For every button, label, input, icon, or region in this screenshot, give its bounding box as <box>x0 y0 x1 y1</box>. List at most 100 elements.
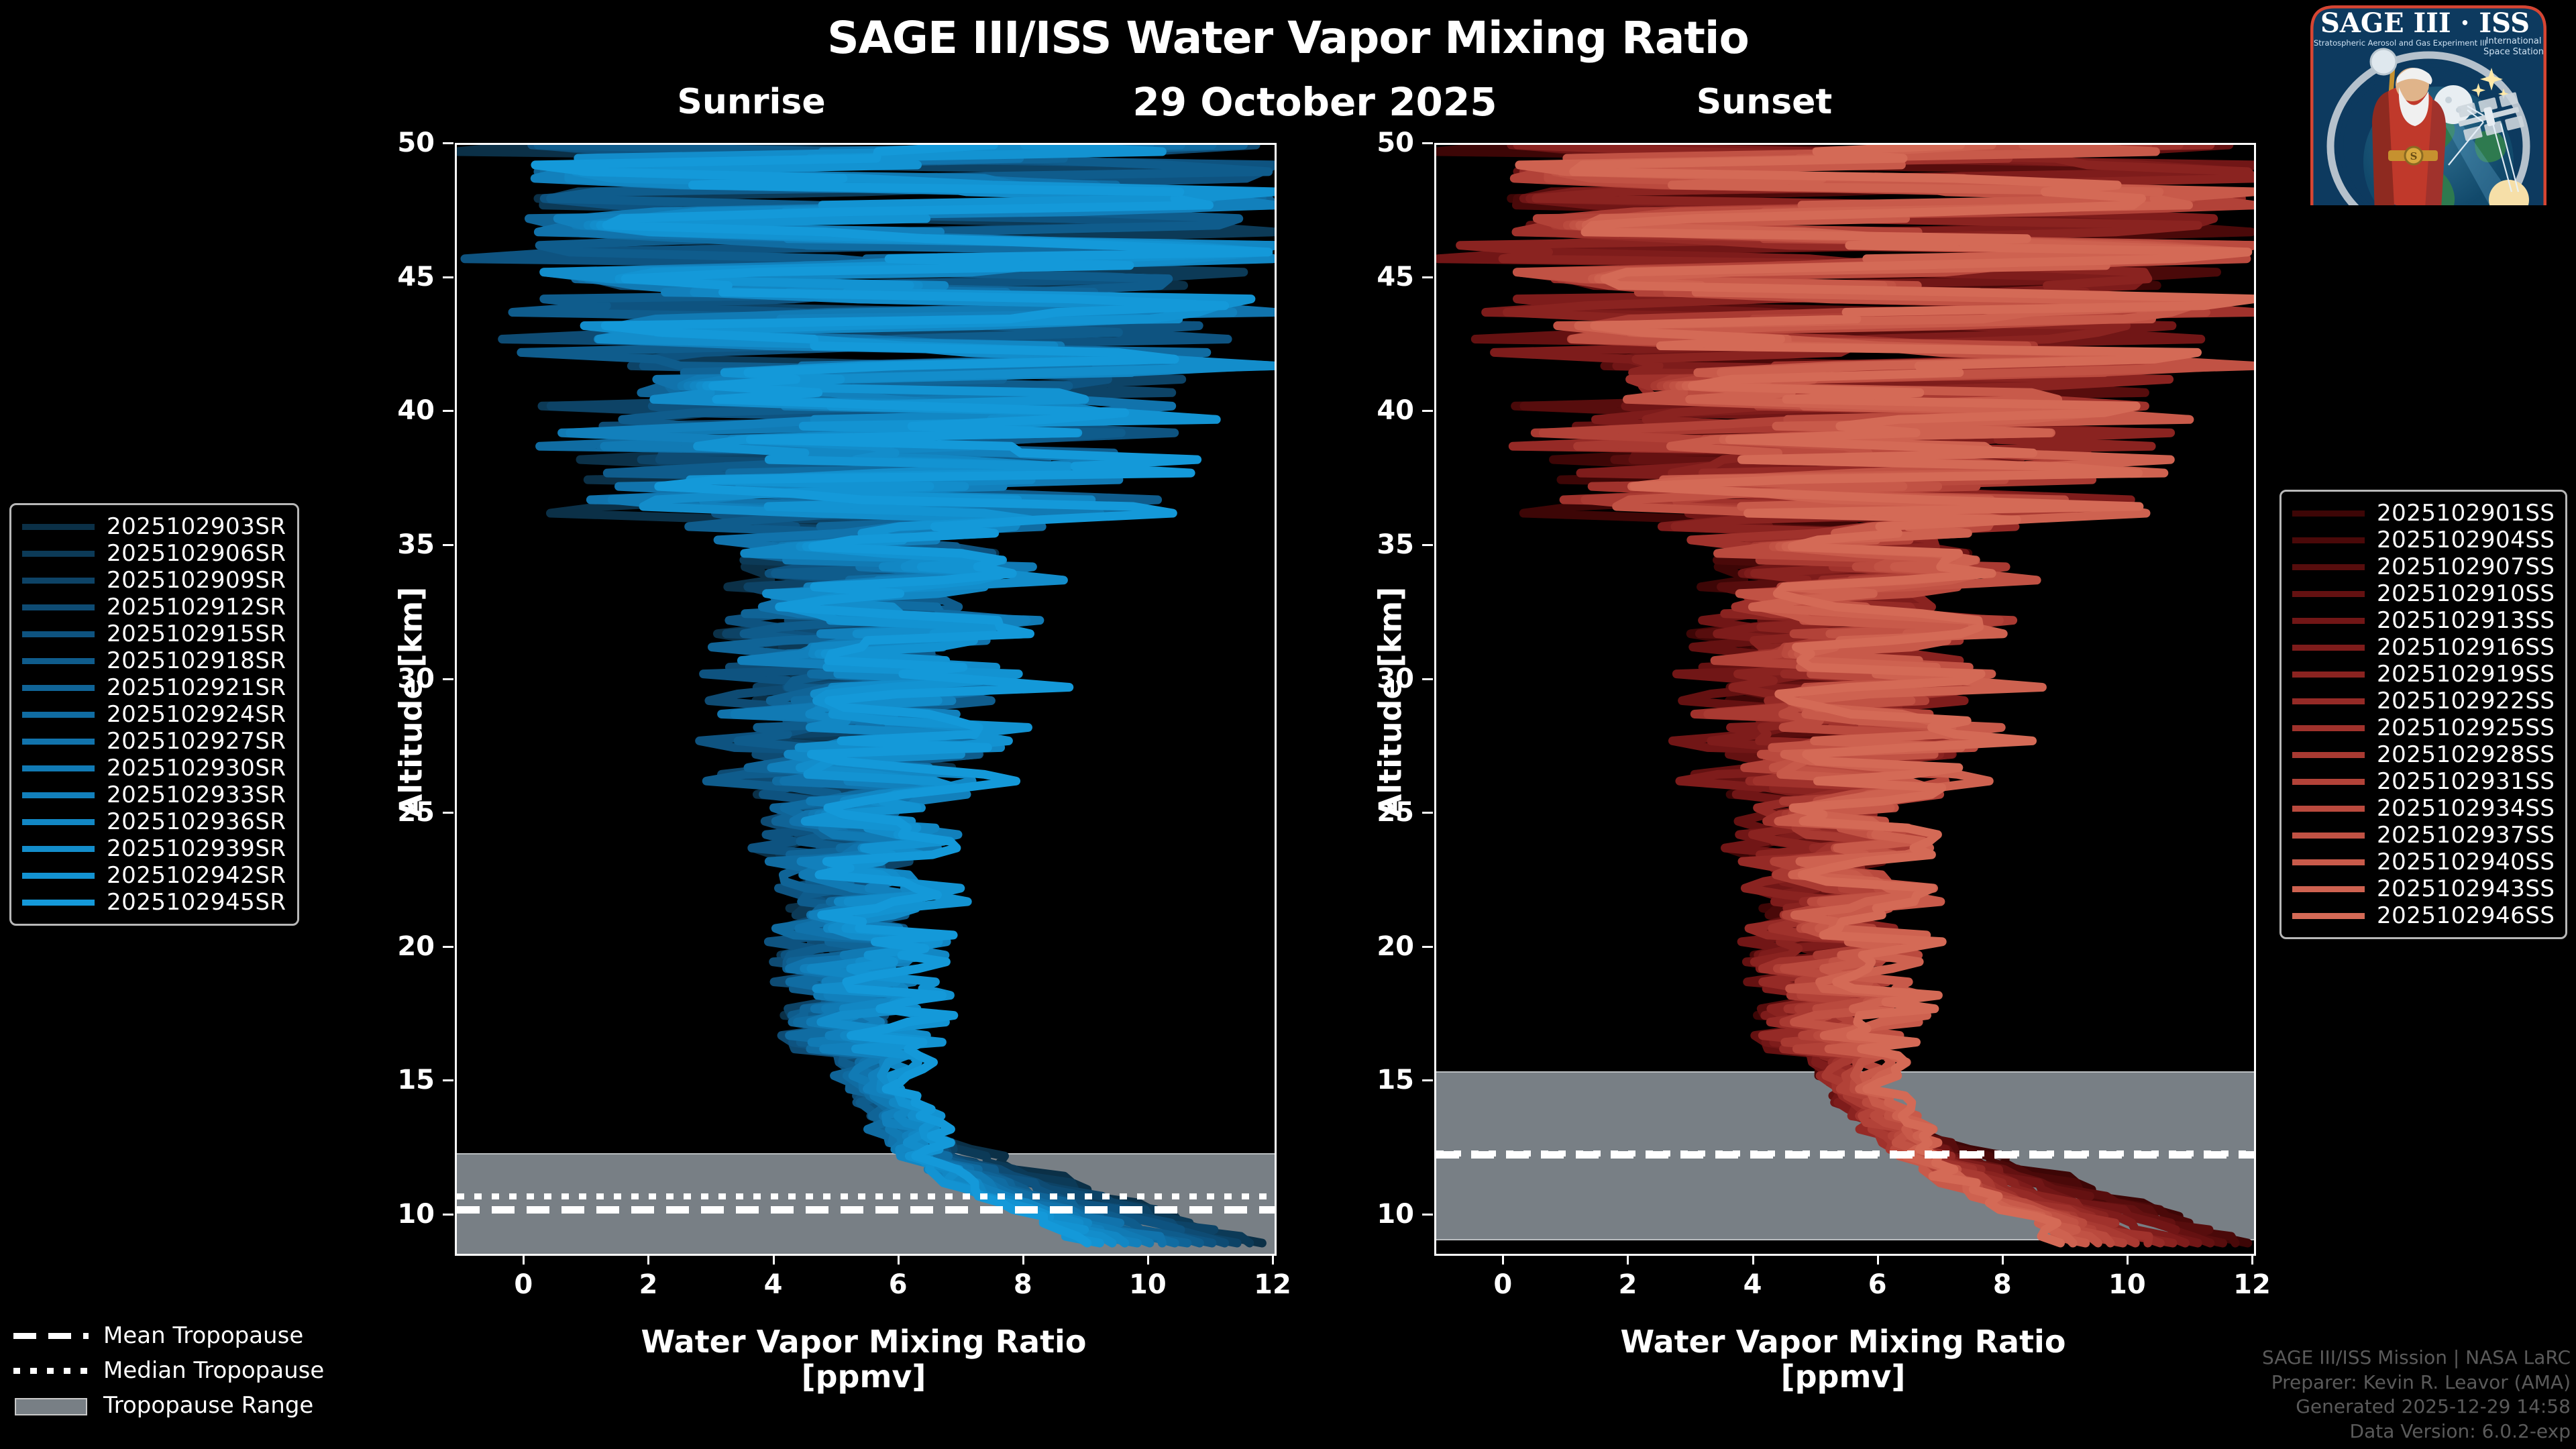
legend-item[interactable]: 2025102939SR <box>22 835 286 862</box>
legend-item[interactable]: 2025102921SR <box>22 674 286 701</box>
y-tick-label: 35 <box>397 529 435 560</box>
y-tick-mark <box>443 543 453 546</box>
legend-color-swatch <box>22 872 95 879</box>
legend-color-swatch <box>2292 751 2365 758</box>
legend-item[interactable]: 2025102927SR <box>22 728 286 755</box>
y-tick-mark <box>1422 142 1433 144</box>
x-tick-mark <box>897 1254 900 1265</box>
legend-item[interactable]: 2025102934SS <box>2292 795 2555 822</box>
footer-generated: Generated 2025-12-29 14:58 <box>2296 1395 2571 1418</box>
legend-item-label: 2025102913SS <box>2377 607 2555 634</box>
y-tick-label: 30 <box>1377 663 1414 694</box>
svg-text:S: S <box>2410 150 2418 162</box>
footer-data-version: Data Version: 6.0.2-exp <box>2349 1419 2571 1442</box>
legend-item[interactable]: 2025102928SS <box>2292 741 2555 768</box>
y-tick-mark <box>443 276 453 278</box>
legend-item[interactable]: 2025102915SR <box>22 621 286 647</box>
legend-color-swatch <box>2292 644 2365 651</box>
sunrise-legend[interactable]: 2025102903SR 2025102906SR 2025102909SR 2025… <box>9 503 299 926</box>
y-tick-mark <box>443 1079 453 1082</box>
legend-item[interactable]: 2025102912SR <box>22 594 286 621</box>
tropopause-legend: Mean Tropopause Median Tropopause Tropop… <box>13 1318 324 1423</box>
legend-item[interactable]: 2025102930SR <box>22 755 286 782</box>
legend-item[interactable]: 2025102943SS <box>2292 875 2555 902</box>
y-tick-label: 25 <box>397 797 435 828</box>
legend-color-swatch <box>2292 590 2365 597</box>
x-tick-mark <box>1272 1254 1274 1265</box>
legend-item[interactable]: 2025102918SR <box>22 647 286 674</box>
legend-color-swatch <box>2292 564 2365 570</box>
date-subtitle: 29 October 2025 <box>1132 79 1497 125</box>
y-tick-mark <box>1422 945 1433 948</box>
y-tick-label: 50 <box>397 127 435 158</box>
x-tick-label: 8 <box>1992 1269 2012 1300</box>
y-tick-mark <box>443 1214 453 1216</box>
legend-item[interactable]: 2025102910SS <box>2292 580 2555 607</box>
y-tick-label: 45 <box>1377 261 1414 292</box>
footer-mission: SAGE III/ISS Mission | NASA LaRC <box>2262 1346 2571 1369</box>
x-tick-label: 10 <box>1129 1269 1167 1300</box>
mean-tropopause-line <box>1436 1151 2254 1159</box>
legend-item[interactable]: 2025102907SS <box>2292 553 2555 580</box>
legend-color-swatch <box>2292 617 2365 624</box>
x-tick-mark <box>1022 1254 1024 1265</box>
legend-item-label: 2025102942SR <box>107 862 286 889</box>
profile-lines <box>457 145 1275 1248</box>
legend-item-label: 2025102918SR <box>107 647 286 674</box>
legend-item[interactable]: 2025102916SS <box>2292 634 2555 661</box>
legend-item-label: 2025102928SS <box>2377 741 2555 768</box>
legend-item-label: 2025102906SR <box>107 540 286 567</box>
dashed-line-icon <box>13 1327 89 1344</box>
x-tick-mark <box>1752 1254 1754 1265</box>
legend-item-label: 2025102921SR <box>107 674 286 701</box>
legend-color-swatch <box>22 818 95 825</box>
y-tick-mark <box>443 142 453 144</box>
legend-color-swatch <box>2292 778 2365 785</box>
legend-item[interactable]: 2025102931SS <box>2292 768 2555 795</box>
x-tick-label: 10 <box>2108 1269 2146 1300</box>
x-tick-mark <box>647 1254 650 1265</box>
x-tick-label: 4 <box>763 1269 783 1300</box>
x-tick-label: 6 <box>1868 1269 1887 1300</box>
logo-title: SAGE III · ISS <box>2320 7 2530 39</box>
legend-item[interactable]: 2025102913SS <box>2292 607 2555 634</box>
x-tick-label: 2 <box>639 1269 658 1300</box>
legend-item[interactable]: 2025102940SS <box>2292 849 2555 875</box>
legend-item[interactable]: 2025102919SS <box>2292 661 2555 688</box>
x-tick-label: 0 <box>514 1269 533 1300</box>
x-tick-label: 12 <box>1254 1269 1291 1300</box>
logo-subtitle-left: Stratospheric Aerosol and Gas Experiment… <box>2314 38 2487 48</box>
legend-item[interactable]: 2025102906SR <box>22 540 286 567</box>
legend-item-label: 2025102945SR <box>107 889 286 916</box>
legend-item[interactable]: 2025102946SS <box>2292 902 2555 929</box>
legend-item-label: 2025102937SS <box>2377 822 2555 849</box>
sunrise-plot-canvas <box>457 145 1275 1254</box>
legend-item[interactable]: 2025102924SR <box>22 701 286 728</box>
sunset-y-axis-label: Altitude [km] <box>1372 586 1409 818</box>
legend-color-swatch <box>22 550 95 557</box>
legend-item-label: 2025102919SS <box>2377 661 2555 688</box>
sunset-legend[interactable]: 2025102901SS 2025102904SS 2025102907SS 2025… <box>2279 490 2568 939</box>
legend-item-label: 2025102901SS <box>2377 500 2555 527</box>
legend-item[interactable]: 2025102904SS <box>2292 527 2555 553</box>
x-tick-mark <box>1502 1254 1505 1265</box>
logo-figure: S <box>2369 48 2447 223</box>
y-tick-mark <box>1422 812 1433 814</box>
x-tick-label: 2 <box>1618 1269 1638 1300</box>
legend-item-label: 2025102924SR <box>107 701 286 728</box>
legend-item[interactable]: 2025102901SS <box>2292 500 2555 527</box>
legend-item[interactable]: 2025102936SR <box>22 808 286 835</box>
legend-item[interactable]: 2025102942SR <box>22 862 286 889</box>
median-tropopause-line <box>457 1193 1275 1200</box>
y-tick-label: 10 <box>397 1199 435 1230</box>
legend-item[interactable]: 2025102909SR <box>22 567 286 594</box>
legend-item[interactable]: 2025102933SR <box>22 782 286 808</box>
legend-item[interactable]: 2025102922SS <box>2292 688 2555 714</box>
legend-item[interactable]: 2025102925SS <box>2292 714 2555 741</box>
legend-item[interactable]: 2025102945SR <box>22 889 286 916</box>
legend-color-swatch <box>2292 832 2365 839</box>
legend-item[interactable]: 2025102903SR <box>22 513 286 540</box>
legend-item-tropopause-range: Tropopause Range <box>13 1388 324 1423</box>
legend-item[interactable]: 2025102937SS <box>2292 822 2555 849</box>
sunset-panel-title: Sunset <box>1696 82 1833 122</box>
